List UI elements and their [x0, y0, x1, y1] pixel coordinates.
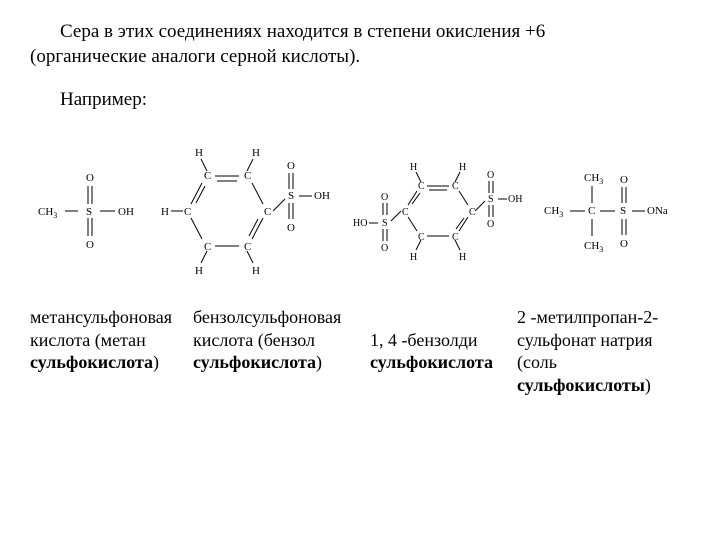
svg-text:H: H: [195, 265, 203, 277]
svg-text:C: C: [264, 206, 271, 218]
svg-text:OH: OH: [508, 194, 522, 205]
structure-methanesulfonic: CH3 S O O OH: [30, 156, 145, 266]
svg-text:OH: OH: [314, 190, 330, 202]
intro-paragraph: Сера в этих соединениях находится в степ…: [30, 20, 690, 69]
svg-text:O: O: [620, 238, 628, 250]
svg-text:O: O: [487, 170, 494, 181]
svg-text:CH3: CH3: [584, 172, 603, 186]
lbl-o-bot: O: [86, 239, 94, 251]
svg-text:O: O: [381, 192, 388, 203]
svg-text:H: H: [410, 162, 417, 173]
svg-text:H: H: [459, 162, 466, 173]
svg-text:H: H: [410, 252, 417, 263]
svg-text:C: C: [469, 207, 476, 218]
lbl-o-top: O: [86, 172, 94, 184]
svg-text:CH3: CH3: [544, 205, 563, 219]
svg-text:H: H: [252, 265, 260, 277]
example-label: Например:: [30, 89, 690, 111]
lbl-oh: OH: [118, 206, 134, 218]
svg-text:C: C: [588, 205, 595, 217]
svg-text:HO: HO: [353, 218, 367, 229]
svg-text:H: H: [459, 252, 466, 263]
intro-line-2: (органические аналоги серной кислоты).: [30, 45, 690, 70]
svg-text:CH3: CH3: [584, 240, 603, 254]
svg-text:O: O: [287, 222, 295, 234]
svg-text:C: C: [418, 181, 425, 192]
svg-text:O: O: [620, 174, 628, 186]
caption-2: бензолсульфоновая кислота (бензол сульфо…: [193, 306, 370, 396]
svg-text:C: C: [184, 206, 191, 218]
svg-text:C: C: [204, 170, 211, 182]
svg-text:ONa: ONa: [647, 205, 668, 217]
svg-text:S: S: [288, 190, 294, 202]
intro-line-1: Сера в этих соединениях находится в степ…: [30, 20, 690, 45]
lbl-s: S: [86, 206, 92, 218]
svg-text:C: C: [452, 181, 459, 192]
structure-benzenedisulfonic: C C C C C C H H H H S O O OH S O O HO: [353, 141, 528, 281]
caption-1: метансульфоновая кислота (метан сульфоки…: [30, 306, 193, 396]
svg-text:C: C: [452, 232, 459, 243]
svg-text:S: S: [620, 205, 626, 217]
svg-text:H: H: [252, 147, 260, 159]
caption-3: 1, 4 -бензолди сульфокислота: [370, 306, 517, 396]
svg-text:C: C: [244, 241, 251, 253]
structure-sulfonate-sodium: CH3 CH3 CH3 C S O O ONa: [540, 151, 690, 271]
structure-benzenesulfonic: C C C C C C H H H H H S O O OH: [157, 131, 342, 291]
svg-text:C: C: [204, 241, 211, 253]
svg-text:O: O: [487, 219, 494, 230]
captions-row: метансульфоновая кислота (метан сульфоки…: [30, 306, 690, 396]
caption-4: 2 -метилпропан-2- сульфонат натрия (соль…: [517, 306, 690, 396]
svg-text:O: O: [287, 160, 295, 172]
svg-text:S: S: [382, 218, 388, 229]
svg-text:C: C: [418, 232, 425, 243]
svg-text:O: O: [381, 243, 388, 254]
lbl-ch3: CH3: [38, 206, 57, 220]
svg-text:H: H: [161, 206, 169, 218]
svg-text:H: H: [195, 147, 203, 159]
svg-text:S: S: [488, 194, 494, 205]
svg-text:C: C: [244, 170, 251, 182]
structures-row: CH3 S O O OH: [30, 126, 690, 296]
svg-text:C: C: [402, 207, 409, 218]
